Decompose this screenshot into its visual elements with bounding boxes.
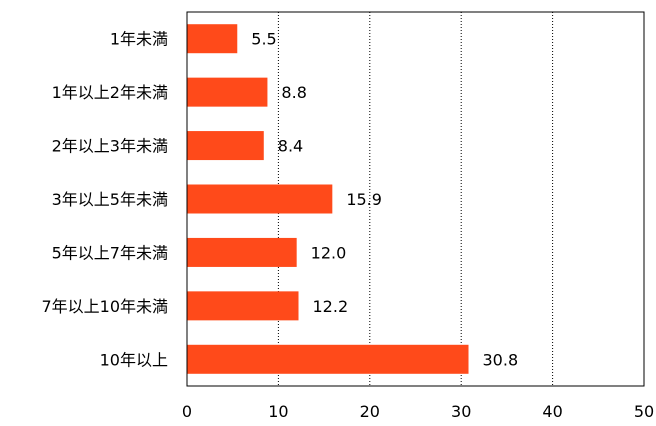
data-label: 8.4 — [278, 137, 303, 156]
category-label: 3年以上5年未満 — [52, 190, 168, 209]
x-tick-label: 20 — [360, 402, 380, 421]
category-label: 7年以上10年未満 — [41, 297, 168, 316]
data-label: 12.0 — [311, 243, 347, 262]
x-tick-labels: 0 10 20 30 40 50 — [182, 402, 654, 421]
bar — [187, 131, 264, 161]
bar — [187, 344, 469, 374]
category-label: 10年以上 — [100, 350, 168, 369]
data-label: 5.5 — [251, 30, 276, 49]
data-label: 15.9 — [346, 190, 382, 209]
category-label: 1年以上2年未満 — [52, 83, 168, 102]
bar — [187, 237, 297, 267]
bars — [187, 24, 469, 374]
x-tick-label: 50 — [634, 402, 654, 421]
x-tick-label: 10 — [268, 402, 288, 421]
bar — [187, 184, 333, 214]
x-tick-label: 30 — [451, 402, 471, 421]
category-label: 5年以上7年未満 — [52, 243, 168, 262]
bar — [187, 77, 268, 107]
category-labels: 1年未満 1年以上2年未満 2年以上3年未満 3年以上5年未満 5年以上7年未満 7年以上… — [41, 30, 168, 370]
bar — [187, 24, 238, 54]
x-tick-label: 0 — [182, 402, 192, 421]
category-label: 2年以上3年未満 — [52, 137, 168, 156]
value-labels: 5.5 8.8 8.4 15.9 12.0 12.2 30.8 — [251, 30, 518, 370]
category-label: 1年未満 — [110, 30, 168, 49]
data-label: 8.8 — [281, 83, 306, 102]
data-label: 30.8 — [483, 350, 519, 369]
bar — [187, 291, 299, 321]
x-tick-label: 40 — [542, 402, 562, 421]
data-label: 12.2 — [313, 297, 349, 316]
plot-frame — [186, 11, 645, 387]
